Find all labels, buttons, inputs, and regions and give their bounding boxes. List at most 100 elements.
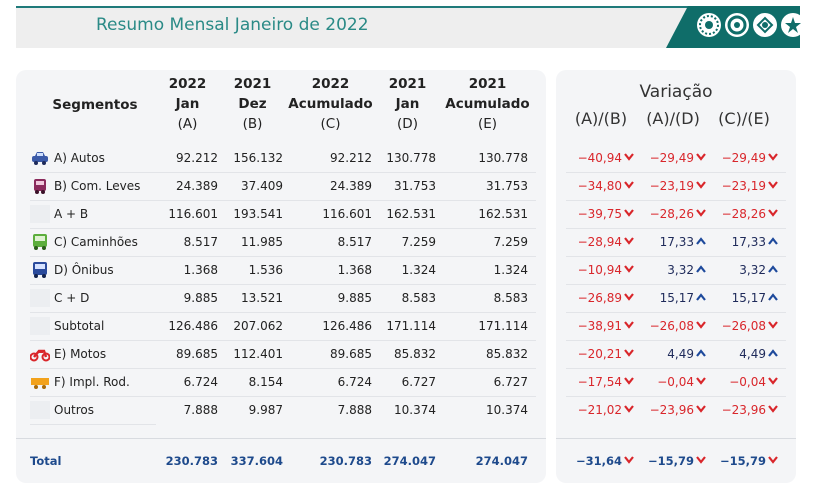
arrow-down-icon — [766, 375, 778, 389]
value-c: 8.517 — [337, 235, 372, 249]
value-a: 89.685 — [176, 347, 218, 361]
variation-v2: 15,17 — [660, 291, 706, 305]
header-banner: Resumo Mensal Janeiro de 2022 — [16, 6, 805, 48]
variation-v1: −10,94 — [578, 263, 634, 277]
variation-panel — [556, 70, 796, 483]
arrow-down-icon — [766, 179, 778, 193]
variation-v3: 17,33 — [732, 235, 778, 249]
value-b: 13.521 — [241, 291, 283, 305]
variation-v3: 3,32 — [739, 263, 778, 277]
value-a: 9.885 — [183, 291, 218, 305]
variation-v1: −38,91 — [578, 319, 634, 333]
segment-label: Total — [30, 454, 62, 468]
variation-value: −28,94 — [577, 235, 622, 249]
variation-value: −26,08 — [649, 319, 694, 333]
arrow-down-icon — [766, 207, 778, 221]
value-e: 274.047 — [475, 454, 528, 468]
value-e: 85.832 — [486, 347, 528, 361]
total-row: Total 230.783 337.604 230.783 274.047 274.047… — [0, 448, 814, 476]
value-a: 7.888 — [183, 403, 218, 417]
value-c: 230.783 — [319, 454, 372, 468]
variation-v3: −15,79 — [720, 454, 778, 468]
value-e: 1.324 — [493, 263, 528, 277]
segment-label: Subtotal — [54, 319, 105, 333]
variation-v3: 4,49 — [739, 347, 778, 361]
row-divider-variation — [566, 312, 786, 313]
blank-icon-placeholder — [30, 205, 50, 223]
value-c: 89.685 — [330, 347, 372, 361]
value-d: 274.047 — [383, 454, 436, 468]
association-logos — [696, 12, 806, 38]
arrow-down-icon — [622, 319, 634, 333]
variation-v1: −20,21 — [578, 347, 634, 361]
variation-value: −15,79 — [647, 454, 694, 468]
variation-value: −40,94 — [577, 151, 622, 165]
trailer-icon — [30, 373, 50, 391]
variation-value: 15,17 — [659, 291, 694, 305]
variation-value: −31,64 — [575, 454, 622, 468]
segment-label: Outros — [54, 403, 95, 417]
variation-v3: −23,96 — [722, 403, 778, 417]
motorcycle-icon — [29, 345, 51, 363]
variation-value: −28,26 — [721, 207, 766, 221]
row-divider-variation — [566, 256, 786, 257]
variation-value: 3,32 — [739, 263, 766, 277]
row-divider-variation — [566, 284, 786, 285]
row-divider — [30, 424, 156, 425]
value-e: 10.374 — [486, 403, 528, 417]
variation-value: −23,19 — [721, 179, 766, 193]
logo-star-icon — [781, 13, 805, 37]
header-var-ad: (A)/(D) — [646, 109, 700, 128]
row-divider — [30, 256, 536, 257]
value-b: 112.401 — [233, 347, 283, 361]
row-divider — [30, 228, 536, 229]
arrow-down-icon — [766, 454, 778, 468]
variation-value: −38,91 — [577, 319, 622, 333]
value-e: 171.114 — [478, 319, 528, 333]
row-divider-variation — [566, 340, 786, 341]
total-separator — [16, 438, 546, 439]
value-e: 162.531 — [478, 207, 528, 221]
variation-v1: −21,02 — [578, 403, 634, 417]
variation-v3: −29,49 — [722, 151, 778, 165]
variation-value: −28,26 — [649, 207, 694, 221]
variation-v3: −26,08 — [722, 319, 778, 333]
table-row: A + B 116.601 193.541 116.601 162.531 162.531… — [0, 201, 814, 229]
row-divider-variation — [566, 368, 786, 369]
variation-v3: −0,04 — [729, 375, 778, 389]
row-divider-variation — [566, 228, 786, 229]
arrow-down-icon — [622, 179, 634, 193]
value-b: 11.985 — [241, 235, 283, 249]
variation-v2: 4,49 — [667, 347, 706, 361]
value-d: 130.778 — [386, 151, 436, 165]
arrow-down-icon — [622, 375, 634, 389]
arrow-up-icon — [694, 291, 706, 305]
table-row: Subtotal 126.486 207.062 126.486 171.114 171.… — [0, 313, 814, 341]
variation-v1: −34,80 — [578, 179, 634, 193]
arrow-up-icon — [766, 347, 778, 361]
value-a: 116.601 — [168, 207, 218, 221]
segment-label: C) Caminhões — [54, 235, 138, 249]
value-c: 1.368 — [337, 263, 372, 277]
variation-value: 4,49 — [667, 347, 694, 361]
value-e: 130.778 — [478, 151, 528, 165]
variation-value: −23,19 — [649, 179, 694, 193]
value-d: 1.324 — [401, 263, 436, 277]
arrow-down-icon — [694, 375, 706, 389]
header-var-ce: (C)/(E) — [718, 109, 770, 128]
value-a: 6.724 — [183, 375, 218, 389]
arrow-up-icon — [694, 235, 706, 249]
arrow-down-icon — [622, 235, 634, 249]
value-e: 31.753 — [486, 179, 528, 193]
table-row: C) Caminhões 8.517 11.985 8.517 7.259 7.259 −2… — [0, 229, 814, 257]
logo-wheel-icon — [725, 13, 749, 37]
row-divider-variation — [566, 172, 786, 173]
variation-v1: −31,64 — [576, 454, 634, 468]
truck-icon — [30, 233, 50, 251]
row-divider — [30, 284, 536, 285]
segment-label: D) Ônibus — [54, 263, 114, 277]
arrow-down-icon — [766, 403, 778, 417]
arrow-down-icon — [694, 179, 706, 193]
variation-v3: −28,26 — [722, 207, 778, 221]
value-d: 171.114 — [386, 319, 436, 333]
